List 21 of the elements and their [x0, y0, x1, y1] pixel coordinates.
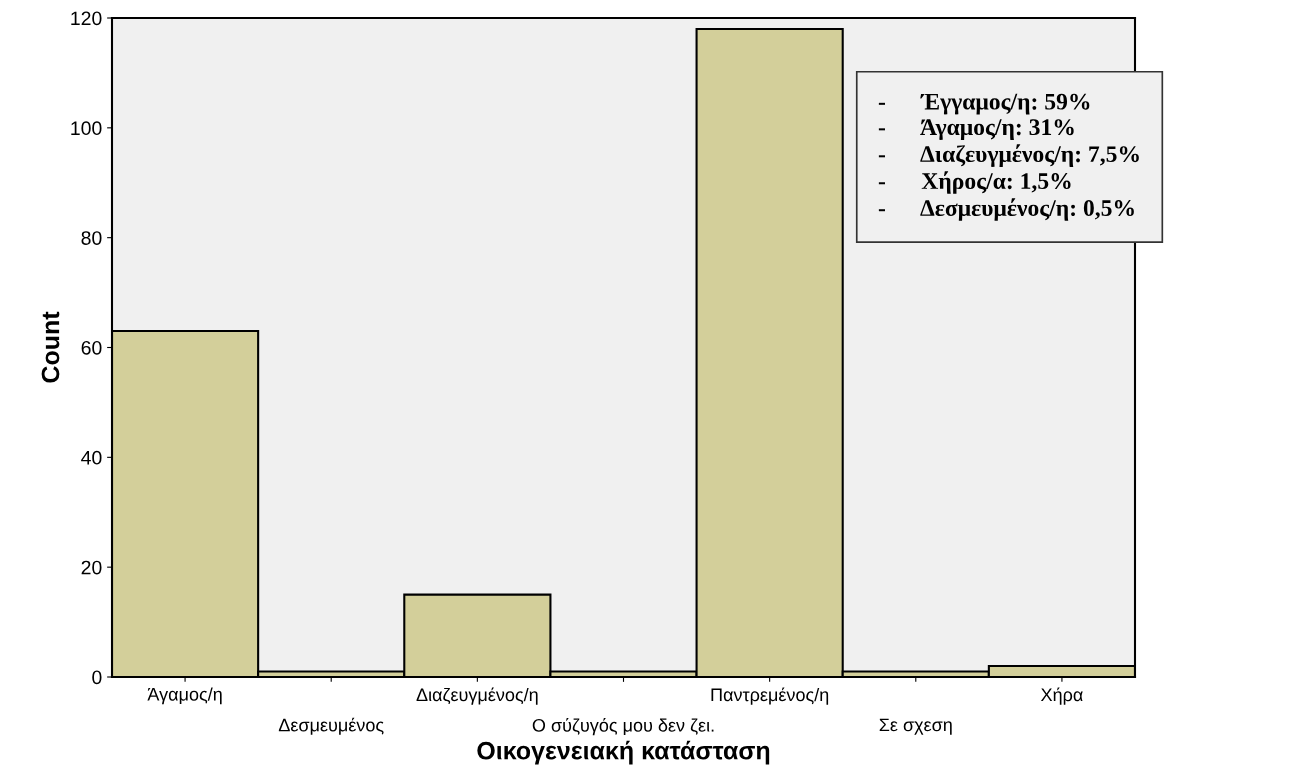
x-tick-label: Σε σχεση: [879, 718, 952, 735]
y-tick-label: 60: [81, 340, 102, 355]
annotation: - Χήρος/α: 1,5%: [878, 171, 1071, 194]
y-tick-label: 40: [81, 450, 102, 465]
x-tick-label: Παντρεμένος/η: [711, 687, 829, 705]
x-tick-label: Ο σύζυγός μου δεν ζει.: [532, 717, 714, 736]
annotation: - Διαζευγμένος/η: 7,5%: [878, 144, 1139, 167]
y-axis-title: Count: [41, 311, 60, 383]
annotation: - Έγγαμος/η: 59%: [878, 93, 1090, 115]
annotation: - Δεσμευμένος/η: 0,5%: [878, 198, 1134, 221]
y-tick-label: 120: [71, 11, 102, 26]
y-tick-label: 0: [92, 670, 102, 685]
y-tick-label: 20: [81, 560, 102, 575]
annotation: - Άγαμος/η: 31%: [878, 119, 1074, 140]
y-tick-label: 80: [81, 231, 102, 245]
x-tick-label: Δεσμευμένος: [278, 717, 384, 735]
x-tick-label: Χήρα: [1040, 687, 1083, 705]
x-axis-title: Οικογενειακή κατάσταση: [477, 740, 770, 765]
x-tick-label: Διαζευγμένος/η: [416, 687, 538, 705]
y-tick-label: 100: [71, 121, 102, 136]
x-tick-label: Άγαμος/η: [147, 687, 222, 705]
